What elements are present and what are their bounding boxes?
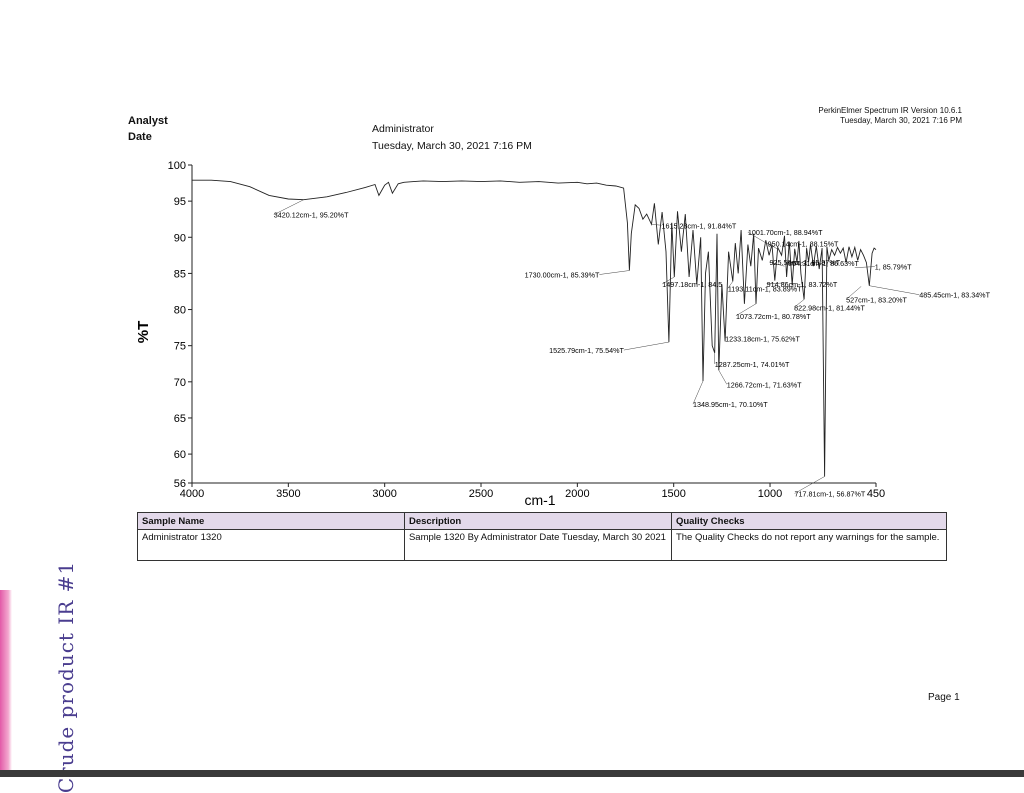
quality-checks-cell: The Quality Checks do not report any war… xyxy=(670,529,948,561)
handwritten-note: Crude product IR #1 xyxy=(54,560,79,793)
peak-annotation-label: 822.98cm-1, 81.44%T xyxy=(794,303,865,312)
y-tick-label: 60 xyxy=(174,449,186,461)
annotation-leader xyxy=(769,261,785,267)
annotation-leader xyxy=(662,276,675,285)
y-tick-label: 56 xyxy=(174,478,186,490)
peak-annotation-label: 1233.18cm-1, 75.62%T xyxy=(725,334,800,343)
annotation-leader xyxy=(767,243,780,251)
peak-annotation-label: 1001.70cm-1, 88.94%T xyxy=(748,228,823,237)
y-tick-label: 85 xyxy=(174,268,186,280)
y-tick-label: 80 xyxy=(174,305,186,317)
peak-annotation-label: 1525.79cm-1, 75.54%T xyxy=(549,346,624,355)
x-tick-label: 3000 xyxy=(372,488,396,500)
date-value: Tuesday, March 30, 2021 7:16 PM xyxy=(372,140,532,152)
peak-annotations: 3420.12cm-1, 95.20%T 1615.28cm-1, 91.84%T… xyxy=(273,199,991,498)
annotation-leader xyxy=(692,380,704,405)
x-tick-label: 3500 xyxy=(276,488,300,500)
table-header-sample-name: Sample Name xyxy=(137,512,405,530)
x-tick-label: 1000 xyxy=(758,488,782,500)
annotation-leader xyxy=(788,261,799,264)
x-tick-label: 450 xyxy=(867,488,885,500)
x-tick-label: 2500 xyxy=(469,488,493,500)
chart-ticks: 4000 3500 3000 2500 2000 1500 1000 450 56 60 65 70 7… xyxy=(168,160,886,500)
y-tick-label: 65 xyxy=(174,413,186,425)
peak-annotation-label: 1348.95cm-1, 70.10%T xyxy=(693,400,768,409)
table-header-quality-checks: Quality Checks xyxy=(670,512,948,530)
scan-bottom-edge xyxy=(0,770,1024,777)
software-name: PerkinElmer Spectrum IR Version 10.6.1 xyxy=(818,106,962,115)
page-edge-stain xyxy=(0,590,12,777)
table-header-description: Description xyxy=(403,512,672,530)
peak-annotation-label: 1266.72cm-1, 71.63%T xyxy=(727,380,802,389)
sample-name-cell: Administrator 1320 xyxy=(137,529,405,561)
spectrum-line xyxy=(192,179,877,477)
date-label: Date xyxy=(128,131,152,143)
peak-annotation-label: 1730.00cm-1, 85.39%T xyxy=(525,271,600,280)
page-number: Page 1 xyxy=(928,692,960,703)
peak-annotation-label: 3420.12cm-1, 95.20%T xyxy=(274,211,349,220)
peak-annotation-label: 1497.18cm-1, 84.5 xyxy=(662,280,722,289)
annotation-leader xyxy=(727,281,734,289)
annotation-leader xyxy=(793,299,805,308)
annotation-leader xyxy=(869,285,920,295)
peak-annotation-label: 1615.28cm-1, 91.84%T xyxy=(662,221,737,230)
y-tick-label: 90 xyxy=(174,232,186,244)
annotation-leader xyxy=(854,266,875,268)
y-tick-label: 75 xyxy=(174,341,186,353)
sample-info-table: Sample Name Description Quality Checks A… xyxy=(137,512,948,561)
peak-annotation-label: 950.14cm-1, 88.15%T xyxy=(768,239,839,248)
y-tick-label: 100 xyxy=(168,160,186,172)
peak-annotation-label: 854.31cm-1, 86.63%T xyxy=(788,259,859,268)
annotation-leader xyxy=(735,303,757,316)
analyst-value: Administrator xyxy=(372,123,434,135)
ir-spectrum-chart: 4000 3500 3000 2500 2000 1500 1000 450 56 60 65 70 7… xyxy=(135,160,991,508)
annotation-leader xyxy=(623,341,669,351)
y-tick-label: 95 xyxy=(174,196,186,208)
peak-annotation-label: 485.45cm-1, 83.34%T xyxy=(919,291,990,300)
annotation-leader xyxy=(718,370,727,385)
peak-annotation-label: 1193.11cm-1, 83.89%T xyxy=(728,284,802,293)
x-tick-label: 1500 xyxy=(661,488,685,500)
annotation-leader xyxy=(794,476,825,494)
software-date: Tuesday, March 30, 2021 7:16 PM xyxy=(840,116,962,125)
chart-axes xyxy=(191,165,876,484)
annotation-leader xyxy=(747,232,770,246)
annotation-leader xyxy=(651,224,662,226)
annotation-leader xyxy=(846,286,862,300)
x-tick-label: 4000 xyxy=(180,488,204,500)
analyst-label: Analyst xyxy=(128,115,168,127)
x-axis-label: cm-1 xyxy=(524,492,555,508)
peak-annotation-label: 925.56cm-1, 85.97%T xyxy=(769,258,840,267)
peak-annotation-label: 1073.72cm-1, 80.78%T xyxy=(736,312,811,321)
description-cell: Sample 1320 By Administrator Date Tuesda… xyxy=(403,529,672,561)
annotation-leader xyxy=(273,199,304,215)
table-row: Administrator 1320 Sample 1320 By Admini… xyxy=(137,529,948,561)
annotation-leader xyxy=(599,270,630,275)
table-header-row: Sample Name Description Quality Checks xyxy=(137,512,948,530)
annotation-leader xyxy=(766,282,787,285)
peak-annotation-label: 527cm-1, 83.20%T xyxy=(846,295,907,304)
peak-annotation-label: 1, 85.79%T xyxy=(875,263,912,272)
peak-annotation-label: 914.86cm-1, 83.72%T xyxy=(767,280,838,289)
y-axis-label: %T xyxy=(135,321,152,344)
y-tick-label: 70 xyxy=(174,377,186,389)
x-tick-label: 2000 xyxy=(565,488,589,500)
peak-annotation-label: 1287.25cm-1, 74.01%T xyxy=(715,360,790,369)
peak-annotation-label: 717.81cm-1, 56.87%T xyxy=(795,489,866,498)
